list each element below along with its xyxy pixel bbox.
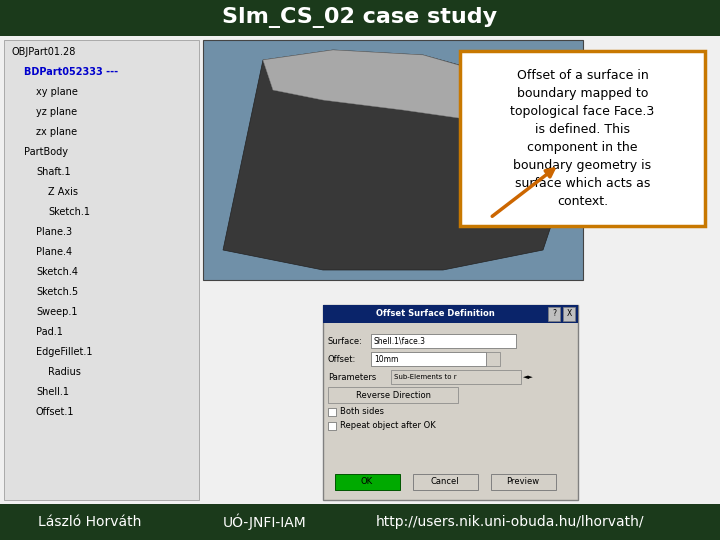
Text: Reverse Direction: Reverse Direction [356,390,431,400]
Text: Sketch.4: Sketch.4 [36,267,78,277]
Text: Cancel: Cancel [431,477,459,487]
Bar [486,352,500,366]
Text: Parameters: Parameters [328,373,377,381]
Text: 10mm: 10mm [374,354,398,363]
Bar [391,370,521,384]
Bar [491,474,556,490]
Text: EdgeFillet.1: EdgeFillet.1 [36,347,92,357]
Polygon shape [545,140,573,188]
Bar [460,51,705,226]
Text: Z Axis: Z Axis [48,187,78,197]
Polygon shape [223,50,573,270]
Text: Offset Surface Definition: Offset Surface Definition [376,309,495,319]
Text: zx plane: zx plane [36,127,77,137]
Text: Sweep.1: Sweep.1 [36,307,78,317]
Polygon shape [263,50,513,120]
Bar [328,387,458,403]
Text: UÓ-JNFI-IAM: UÓ-JNFI-IAM [223,514,307,530]
Text: Preview: Preview [506,477,539,487]
Text: Surface:: Surface: [328,336,363,346]
Text: OK: OK [361,477,373,487]
Bar [323,305,578,323]
Bar [328,422,336,430]
Text: Sketch.1: Sketch.1 [48,207,90,217]
Text: Sketch.5: Sketch.5 [36,287,78,297]
Bar [413,474,478,490]
Text: Offset of a surface in
boundary mapped to
topological face Face.3
is defined. Th: Offset of a surface in boundary mapped t… [510,69,654,208]
Text: Shell.1: Shell.1 [36,387,69,397]
Bar [328,408,336,416]
Bar [563,307,575,321]
Text: Shell.1\face.3: Shell.1\face.3 [374,336,426,346]
Bar [371,352,486,366]
Text: Offset.1: Offset.1 [36,407,74,417]
Text: yz plane: yz plane [36,107,77,117]
Text: Sub-Elements to r: Sub-Elements to r [394,374,456,380]
Text: BDPart052333 ---: BDPart052333 --- [24,67,118,77]
Bar [4,40,199,500]
Text: http://users.nik.uni-obuda.hu/lhorvath/: http://users.nik.uni-obuda.hu/lhorvath/ [376,515,644,529]
Text: Slm_CS_02 case study: Slm_CS_02 case study [222,8,498,29]
Bar [203,40,583,280]
Text: Plane.3: Plane.3 [36,227,72,237]
Text: OBJPart01.28: OBJPart01.28 [12,47,76,57]
Bar [323,305,578,500]
Text: PartBody: PartBody [24,147,68,157]
Bar [548,307,560,321]
Text: Shaft.1: Shaft.1 [36,167,71,177]
Text: Offset:: Offset: [328,354,356,363]
Text: László Horváth: László Horváth [38,515,142,529]
Text: Repeat object after OK: Repeat object after OK [340,421,436,429]
Polygon shape [473,75,563,190]
Text: xy plane: xy plane [36,87,78,97]
Text: Both sides: Both sides [340,407,384,415]
Text: ◄►: ◄► [523,374,534,380]
Bar [0,504,720,540]
Text: X: X [567,309,572,319]
Bar [0,0,720,36]
Bar [371,334,516,348]
Bar [335,474,400,490]
Polygon shape [528,130,581,220]
Text: Plane.4: Plane.4 [36,247,72,257]
Text: Radius: Radius [48,367,81,377]
Text: Pad.1: Pad.1 [36,327,63,337]
Text: ?: ? [552,309,556,319]
